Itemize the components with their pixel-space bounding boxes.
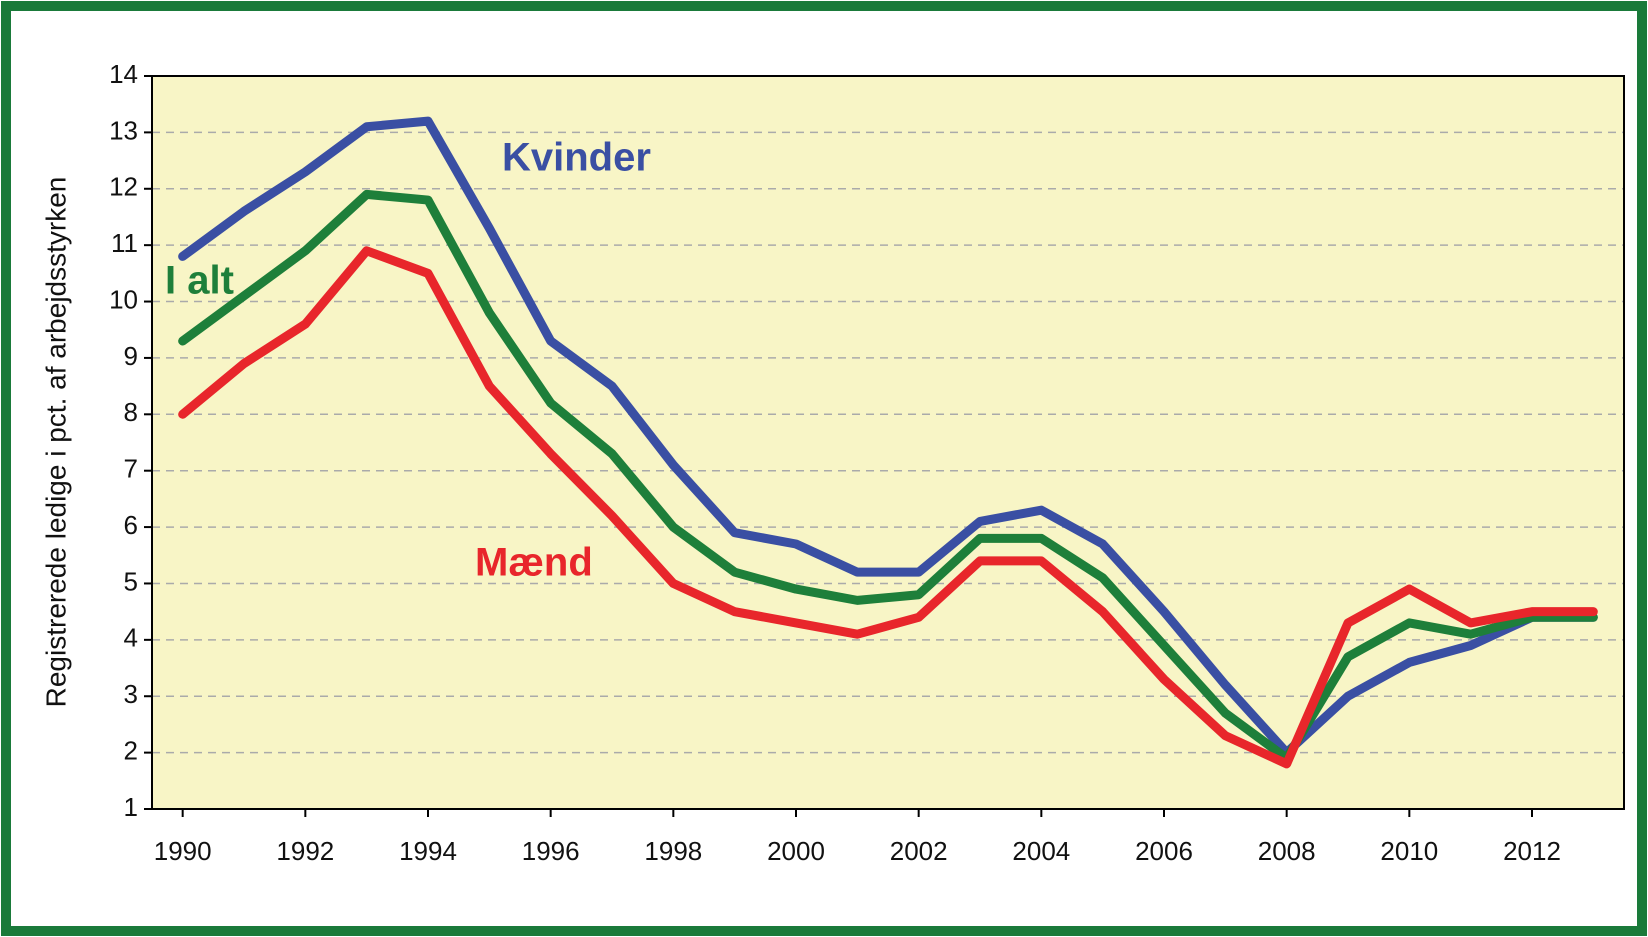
y-tick-label: 14 xyxy=(109,59,138,89)
series-line xyxy=(178,116,1598,758)
x-tick-label: 1992 xyxy=(276,836,334,866)
x-tick-label: 2008 xyxy=(1258,836,1316,866)
y-tick-label: 9 xyxy=(124,341,138,371)
series-line xyxy=(178,189,1598,763)
series-line xyxy=(178,246,1598,769)
y-tick-label: 10 xyxy=(109,284,138,314)
x-tick-label: 1994 xyxy=(399,836,457,866)
series-label: Kvinder xyxy=(502,136,651,180)
x-tick-label: 1998 xyxy=(644,836,702,866)
x-tick-label: 2006 xyxy=(1135,836,1193,866)
y-tick-label: 6 xyxy=(124,510,138,540)
x-tick-label: 1996 xyxy=(522,836,580,866)
y-tick-label: 13 xyxy=(109,115,138,145)
y-axis-title: Registrerede ledige i pct. af arbejdssty… xyxy=(40,177,71,708)
x-tick-label: 2002 xyxy=(890,836,948,866)
series-label: Mænd xyxy=(475,541,593,585)
y-tick-label: 4 xyxy=(124,623,138,653)
y-tick-label: 2 xyxy=(124,735,138,765)
x-tick-label: 2004 xyxy=(1012,836,1070,866)
y-tick-label: 1 xyxy=(124,792,138,822)
y-tick-label: 11 xyxy=(111,228,138,258)
y-tick-label: 7 xyxy=(124,454,138,484)
series-label: I alt xyxy=(165,259,234,303)
y-tick-label: 3 xyxy=(124,679,138,709)
x-tick-label: 2010 xyxy=(1380,836,1438,866)
x-tick-label: 2012 xyxy=(1503,836,1561,866)
plot-border xyxy=(151,75,1625,810)
y-tick-label: 5 xyxy=(124,566,138,596)
y-tick-label: 8 xyxy=(124,397,138,427)
plot-area xyxy=(152,76,1624,809)
x-tick-label: 1990 xyxy=(154,836,212,866)
x-tick-label: 2000 xyxy=(767,836,825,866)
y-tick-label: 12 xyxy=(109,172,138,202)
